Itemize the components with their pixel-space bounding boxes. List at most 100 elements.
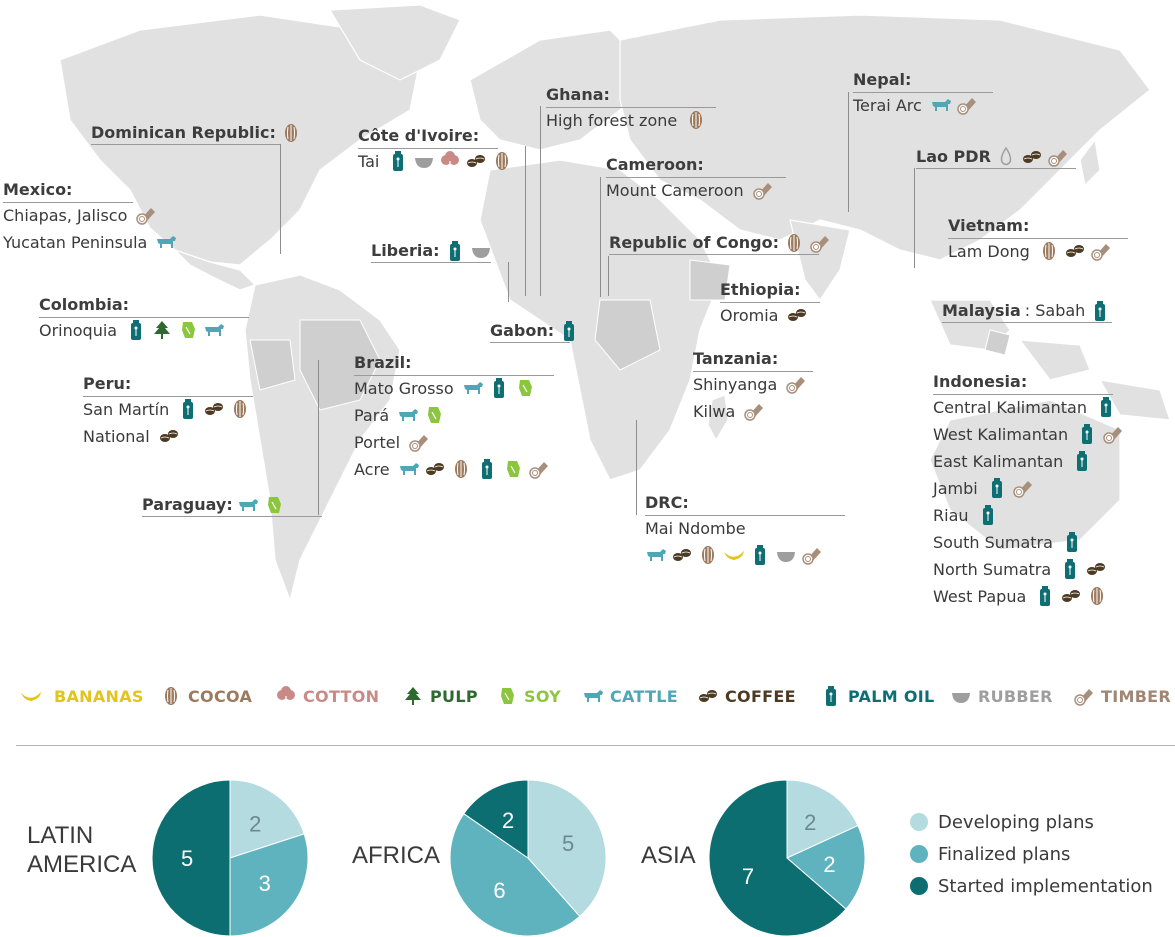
cotton-icon <box>275 685 297 707</box>
region-name: Peru: <box>83 374 132 393</box>
region-title-africa: AFRICA <box>352 842 441 869</box>
leader-line <box>318 360 319 515</box>
pie-legend-item: Finalized plans <box>910 838 1153 870</box>
annotation-underline <box>142 516 322 517</box>
palm-oil-icon <box>1061 531 1083 553</box>
area-name: North Sumatra <box>933 559 1052 579</box>
annotation-underline <box>933 394 1113 395</box>
legend-item-bananas: BANANAS <box>14 685 144 707</box>
annotation-underline <box>916 168 1076 169</box>
area-name: Mai Ndombe <box>645 518 746 538</box>
pie-legend-item: Developing plans <box>910 806 1153 838</box>
cotton-icon <box>439 150 461 172</box>
soy-icon <box>514 377 536 399</box>
bananas-icon <box>723 544 745 566</box>
region-name: Paraguay: <box>142 495 233 515</box>
region-annotation: Indonesia: Central Kalimantan West Kaliman… <box>933 372 1124 607</box>
cattle-icon <box>397 404 419 426</box>
divider <box>16 745 1175 746</box>
region-row: National <box>83 425 251 447</box>
finalized-swatch <box>910 845 928 863</box>
coffee-icon <box>1064 240 1086 262</box>
cocoa-icon <box>450 458 472 480</box>
palm-oil-icon <box>749 544 771 566</box>
area-name: Jambi <box>933 478 978 498</box>
cattle-icon <box>398 458 420 480</box>
annotation-underline <box>645 515 845 516</box>
region-row: Central Kalimantan <box>933 396 1124 418</box>
legend-label: PALM OIL <box>848 686 935 706</box>
leader-line <box>600 177 601 297</box>
coffee-icon <box>1060 585 1082 607</box>
region-row: High forest zone <box>546 109 707 131</box>
timber-icon <box>801 544 823 566</box>
legend-item-cotton: COTTON <box>275 685 379 707</box>
region-annotation: Gabon: <box>490 320 580 343</box>
region-row <box>645 544 823 566</box>
area-name: Chiapas, Jalisco <box>3 205 128 225</box>
region-name: Mexico: <box>3 180 73 199</box>
region-annotation: Cameroon: Mount Cameroon <box>606 155 786 201</box>
region-row: Jambi <box>933 477 1124 499</box>
soy-icon <box>502 458 524 480</box>
area-name: High forest zone <box>546 110 678 130</box>
cocoa-icon <box>160 685 182 707</box>
region-row: Pará <box>354 404 550 426</box>
pie-slice <box>229 833 309 937</box>
area-name: East Kalimantan <box>933 451 1064 471</box>
pie-legend-item: Started implementation <box>910 870 1153 902</box>
region-row: Mato Grosso <box>354 377 550 399</box>
region-annotation: Republic of Congo: <box>609 232 831 255</box>
region-row: Portel <box>354 431 550 453</box>
rubber-icon <box>950 685 972 707</box>
annotation-underline <box>693 371 813 372</box>
annotation-underline <box>91 144 281 145</box>
soy-icon <box>423 404 445 426</box>
pie-slice <box>229 779 305 859</box>
region-name: Gabon: <box>490 321 555 341</box>
pie-value-label: 6 <box>493 878 505 903</box>
region-row: Oromia <box>720 304 808 326</box>
region-name: Malaysia <box>942 301 1021 321</box>
legend-label: COCOA <box>188 686 253 706</box>
region-name: Tanzania: <box>693 349 779 368</box>
palm-oil-icon <box>986 477 1008 499</box>
region-row: Yucatan Peninsula <box>3 231 177 253</box>
pie-slice <box>527 779 607 918</box>
timber-icon <box>1102 423 1124 445</box>
cattle-icon <box>155 231 177 253</box>
region-title-asia: ASIA <box>641 842 696 869</box>
region-annotation: Tanzania: Shinyanga Kilwa <box>693 349 813 422</box>
commodity-legend: BANANAS COCOA COTTON PULP SOY CATTLE COFFEE PAL… <box>0 675 1175 725</box>
drop-icon <box>995 146 1017 168</box>
palm-oil-icon <box>820 685 842 707</box>
region-row: Chiapas, Jalisco <box>3 204 177 226</box>
area-name: Orinoquia <box>39 320 118 340</box>
annotation-underline <box>3 202 133 203</box>
legend-label: SOY <box>524 686 562 706</box>
timber-icon <box>408 431 430 453</box>
palm-oil-icon <box>1095 396 1117 418</box>
palm-oil-icon <box>1076 423 1098 445</box>
coffee-icon <box>465 150 487 172</box>
annotation-underline <box>546 107 716 108</box>
pie-legend-label: Developing plans <box>938 811 1094 833</box>
annotation-underline <box>83 396 253 397</box>
coffee-icon <box>697 685 719 707</box>
legend-item-coffee: COFFEE <box>697 685 796 707</box>
soy-icon <box>496 685 518 707</box>
legend-label: CATTLE <box>610 686 679 706</box>
region-annotation: Paraguay: <box>142 494 322 517</box>
cocoa-icon <box>229 398 251 420</box>
region-name: Dominican Republic: <box>91 123 276 143</box>
legend-label: COFFEE <box>725 686 796 706</box>
legend-label: PULP <box>430 686 478 706</box>
timber-icon <box>1090 240 1112 262</box>
annotation-underline <box>371 262 491 263</box>
legend-label: TIMBER <box>1101 686 1172 706</box>
palm-oil-icon <box>558 320 580 342</box>
area-name: South Sumatra <box>933 532 1053 552</box>
pie-value-label: 2 <box>823 852 835 877</box>
timber-icon <box>1047 146 1069 168</box>
developing-swatch <box>910 813 928 831</box>
